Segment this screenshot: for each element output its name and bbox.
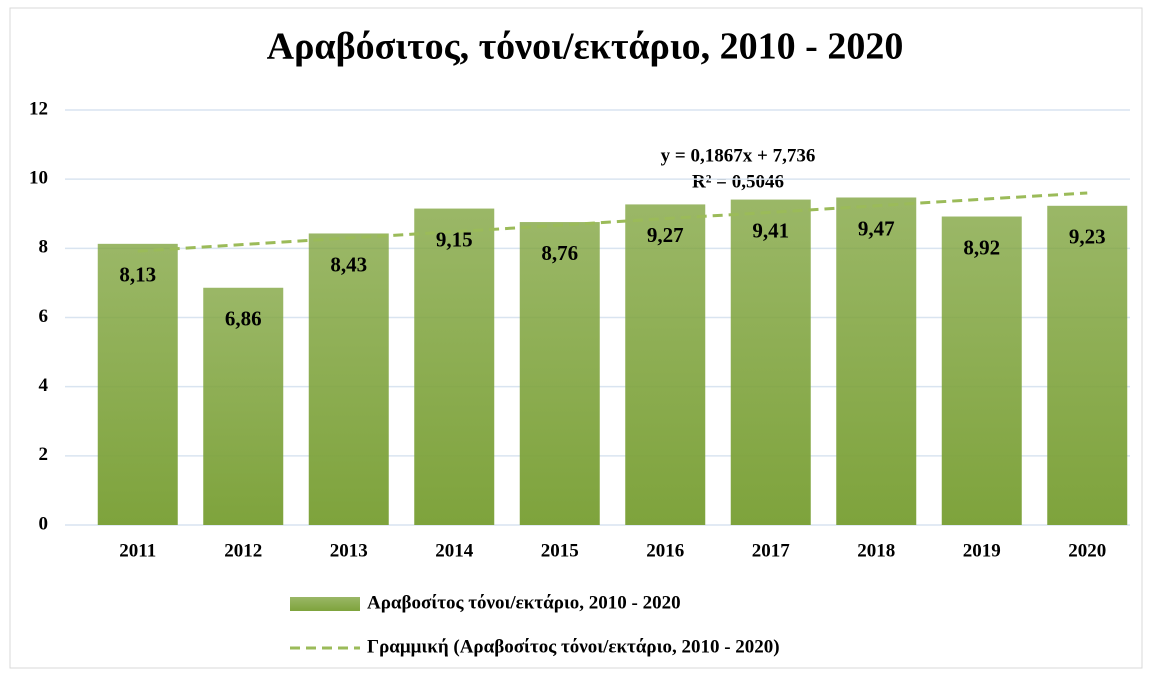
x-tick-label: 2017 <box>752 540 791 561</box>
legend-label: Αραβοσίτος τόνοι/εκτάριο, 2010 - 2020 <box>367 592 681 613</box>
bar <box>308 233 389 525</box>
y-tick-label: 6 <box>39 306 49 327</box>
x-tick-label: 2011 <box>119 540 156 561</box>
trend-line <box>137 191 1088 253</box>
legend-swatch <box>290 597 360 611</box>
bar <box>203 287 284 525</box>
data-label: 9,23 <box>1069 225 1106 249</box>
data-label: 8,76 <box>541 241 578 265</box>
y-tick-label: 0 <box>39 513 49 534</box>
x-tick-label: 2016 <box>646 540 684 561</box>
data-label: 9,27 <box>647 223 684 247</box>
x-tick-label: 2014 <box>435 540 474 561</box>
y-tick-label: 8 <box>39 237 49 258</box>
chart-title: Αραβόσιτος, τόνοι/εκτάριο, 2010 - 2020 <box>267 26 904 68</box>
bar <box>414 208 495 525</box>
y-tick-label: 12 <box>29 98 48 119</box>
x-tick-label: 2013 <box>330 540 368 561</box>
bar <box>836 197 917 525</box>
data-label: 9,47 <box>858 216 895 240</box>
y-tick-label: 4 <box>39 375 49 396</box>
x-tick-label: 2012 <box>224 540 262 561</box>
data-label: 9,41 <box>752 218 789 242</box>
trend-equation: y = 0,1867x + 7,736 <box>661 145 816 166</box>
data-label: 8,13 <box>119 263 156 287</box>
data-label: 8,92 <box>963 235 1000 259</box>
data-label: 8,43 <box>330 252 367 276</box>
data-label: 9,15 <box>436 227 473 251</box>
bar <box>97 243 178 525</box>
bar <box>730 199 811 525</box>
bar <box>941 216 1022 525</box>
data-label: 6,86 <box>225 307 262 331</box>
legend-label: Γραμμική (Αραβοσίτος τόνοι/εκτάριο, 2010… <box>367 636 780 657</box>
y-tick-label: 2 <box>39 444 49 465</box>
x-tick-label: 2020 <box>1068 540 1106 561</box>
y-tick-label: 10 <box>29 168 48 189</box>
bar <box>625 204 706 525</box>
x-tick-label: 2019 <box>963 540 1001 561</box>
trend-r2: R² = 0,5046 <box>692 171 784 192</box>
x-tick-label: 2015 <box>541 540 579 561</box>
x-tick-label: 2018 <box>857 540 895 561</box>
bar <box>1047 205 1128 525</box>
bar <box>519 222 600 526</box>
